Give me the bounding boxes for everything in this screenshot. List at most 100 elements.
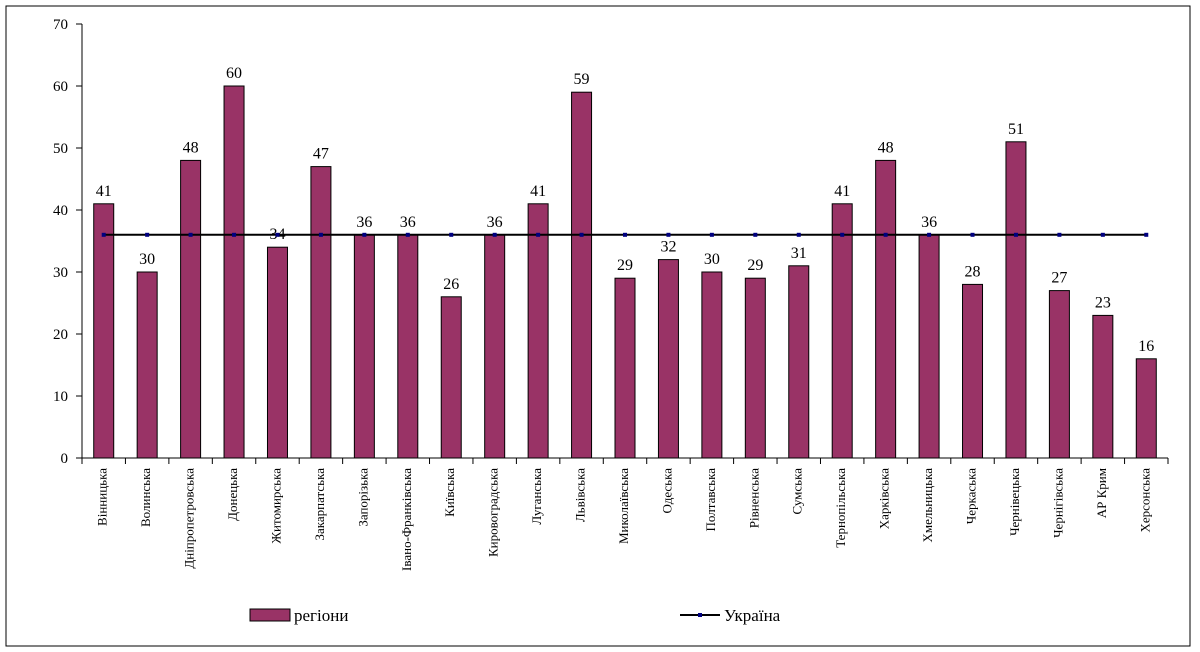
bar	[831, 203, 853, 459]
line-marker	[1100, 232, 1105, 237]
bar	[1005, 141, 1027, 459]
bar	[614, 277, 636, 459]
value-label: 41	[530, 183, 546, 200]
bar	[136, 271, 158, 459]
line-marker	[709, 232, 714, 237]
x-tick-label: Черкаська	[964, 468, 979, 524]
value-label: 29	[617, 257, 633, 274]
line-marker	[536, 232, 541, 237]
x-tick-label: Харківська	[877, 468, 892, 529]
bar	[1135, 358, 1157, 459]
value-label: 36	[487, 214, 503, 231]
value-label: 59	[574, 71, 590, 88]
x-tick-label: Львівська	[573, 468, 588, 522]
line-marker	[796, 232, 801, 237]
x-tick-label: Полтавська	[703, 468, 718, 532]
value-label: 30	[704, 251, 720, 268]
x-tick-label: Вінницька	[95, 468, 110, 526]
bar	[571, 91, 593, 459]
bar	[266, 246, 288, 459]
bar	[223, 85, 245, 459]
x-tick-label: Івано-Франківська	[399, 468, 414, 571]
x-tick-label: Сумська	[790, 468, 805, 515]
line-marker	[579, 232, 584, 237]
x-tick-label: Донецька	[225, 468, 240, 521]
x-tick-label: АР Крим	[1094, 468, 1109, 518]
bar	[744, 277, 766, 459]
x-tick-label: Луганська	[529, 468, 544, 525]
chart-border	[5, 5, 1191, 647]
x-tick-label: Чернігівська	[1050, 468, 1065, 538]
bar	[918, 234, 940, 459]
x-tick-label: Чернівецька	[1007, 468, 1022, 536]
bar	[962, 283, 984, 459]
value-label: 28	[965, 263, 981, 280]
x-tick-label: Волинська	[138, 468, 153, 527]
value-label: 29	[747, 257, 763, 274]
value-label: 51	[1008, 121, 1024, 138]
line-marker	[883, 232, 888, 237]
bar	[310, 166, 332, 459]
bar	[1048, 290, 1070, 459]
bar	[788, 265, 810, 459]
value-label: 41	[96, 183, 112, 200]
bar	[1092, 314, 1114, 459]
value-label: 30	[139, 251, 155, 268]
y-tick-label: 50	[53, 141, 68, 157]
value-label: 41	[834, 183, 850, 200]
legend-label: Україна	[724, 606, 781, 625]
y-tick-label: 60	[53, 79, 68, 95]
value-label: 26	[443, 276, 459, 293]
value-label: 36	[400, 214, 416, 231]
y-tick-label: 10	[53, 389, 68, 405]
bar	[484, 234, 506, 459]
line-marker	[840, 232, 845, 237]
x-tick-label: Дніпропетровська	[182, 468, 197, 569]
line-marker	[1144, 232, 1149, 237]
y-tick-label: 20	[53, 327, 68, 343]
y-tick-label: 70	[53, 17, 68, 33]
bar	[180, 159, 202, 459]
bar	[875, 159, 897, 459]
y-tick-label: 30	[53, 265, 68, 281]
x-tick-label: Рівненська	[746, 468, 761, 528]
value-label: 16	[1138, 338, 1154, 355]
value-label: 36	[921, 214, 937, 231]
line-marker	[449, 232, 454, 237]
line-marker	[753, 232, 758, 237]
x-tick-label: Херсонська	[1137, 468, 1152, 533]
line-marker	[318, 232, 323, 237]
x-tick-label: Одеська	[659, 468, 674, 514]
x-tick-label: Хмельницька	[920, 468, 935, 543]
value-label: 32	[660, 239, 676, 256]
bar	[397, 234, 419, 459]
line-marker	[275, 232, 280, 237]
line-marker	[492, 232, 497, 237]
line-marker	[232, 232, 237, 237]
line-marker	[1057, 232, 1062, 237]
value-label: 23	[1095, 294, 1111, 311]
bar	[701, 271, 723, 459]
line-marker	[101, 232, 106, 237]
bar	[440, 296, 462, 459]
line-marker	[927, 232, 932, 237]
line-marker	[970, 232, 975, 237]
line-marker	[666, 232, 671, 237]
bar	[93, 203, 115, 459]
x-tick-label: Миколаївська	[616, 468, 631, 544]
value-label: 60	[226, 65, 242, 82]
line-marker	[1013, 232, 1018, 237]
bar	[657, 259, 679, 459]
value-label: 36	[356, 214, 372, 231]
legend-marker	[698, 613, 702, 617]
value-label: 31	[791, 245, 807, 262]
value-label: 48	[878, 139, 894, 156]
line-marker	[405, 232, 410, 237]
legend-swatch	[249, 608, 291, 622]
x-tick-label: Кировоградська	[486, 468, 501, 557]
value-label: 48	[183, 139, 199, 156]
line-marker	[188, 232, 193, 237]
bar	[527, 203, 549, 459]
y-tick-label: 0	[61, 451, 69, 467]
